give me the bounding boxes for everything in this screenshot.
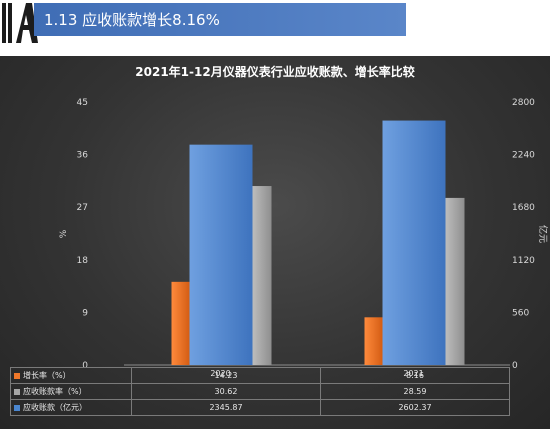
right-axis-tick-label: 560 — [512, 308, 529, 318]
table-cell: 28.59 — [320, 383, 510, 400]
left-axis-tick-label: 45 — [77, 98, 88, 108]
data-table: 增长率（%） 14.23 8.16 应收账款率（%） 30.62 28.59 应收账款（亿元… — [10, 367, 510, 416]
table-cell: 8.16 — [320, 367, 510, 384]
right-axis-tick-label: 1680 — [512, 203, 535, 213]
series-name: 应收账款率（%） — [23, 387, 87, 396]
table-cell: 30.62 — [131, 383, 321, 400]
right-axis-tick-label: 2800 — [512, 98, 535, 108]
series-name: 增长率（%） — [23, 371, 71, 380]
legend-swatch — [14, 404, 20, 411]
table-cell: 2345.87 — [131, 399, 321, 416]
bar-receivables-rate — [252, 186, 272, 365]
left-axis-tick-label: 27 — [77, 203, 88, 213]
bar-receivables — [189, 144, 253, 365]
right-axis-title: 亿元 — [537, 225, 549, 243]
right-axis-tick-label: 1120 — [512, 256, 535, 266]
series-name: 应收账款（亿元） — [23, 403, 87, 412]
series-label-cell: 应收账款（亿元） — [10, 399, 132, 416]
right-axis-tick-label: 0 — [512, 361, 518, 371]
bar-growth-rate — [364, 317, 383, 365]
left-axis-title: % — [59, 229, 69, 238]
left-axis-tick-label: 0 — [82, 361, 88, 371]
left-axis-tick-label: 18 — [77, 256, 89, 266]
left-axis-tick-label: 9 — [82, 308, 88, 318]
table-row: 增长率（%） 14.23 8.16 — [10, 367, 510, 384]
brand-logo — [2, 3, 38, 43]
series-label-cell: 应收账款率（%） — [10, 383, 132, 400]
legend-swatch — [14, 388, 20, 395]
left-axis-tick-label: 36 — [77, 151, 89, 161]
table-cell: 2602.37 — [320, 399, 510, 416]
top-bar: 1.13 应收账款增长8.16% — [0, 0, 550, 46]
series-label-cell: 增长率（%） — [10, 367, 132, 384]
bar-receivables-rate — [445, 197, 465, 365]
section-header: 1.13 应收账款增长8.16% — [34, 3, 406, 36]
bar-growth-rate — [171, 281, 190, 365]
table-row: 应收账款（亿元） 2345.87 2602.37 — [10, 399, 510, 416]
table-row: 应收账款率（%） 30.62 28.59 — [10, 383, 510, 400]
right-axis-tick-label: 2240 — [512, 151, 535, 161]
bar-receivables — [382, 120, 446, 365]
section-title: 1.13 应收账款增长8.16% — [44, 11, 220, 29]
legend-swatch — [14, 372, 20, 379]
chart-title: 2021年1-12月仪器仪表行业应收账款、增长率比较 — [135, 64, 414, 79]
table-cell: 14.23 — [131, 367, 321, 384]
chart-panel: 2021年1-12月仪器仪表行业应收账款、增长率比较 0 9 18 27 36 45 0 56… — [0, 56, 550, 429]
